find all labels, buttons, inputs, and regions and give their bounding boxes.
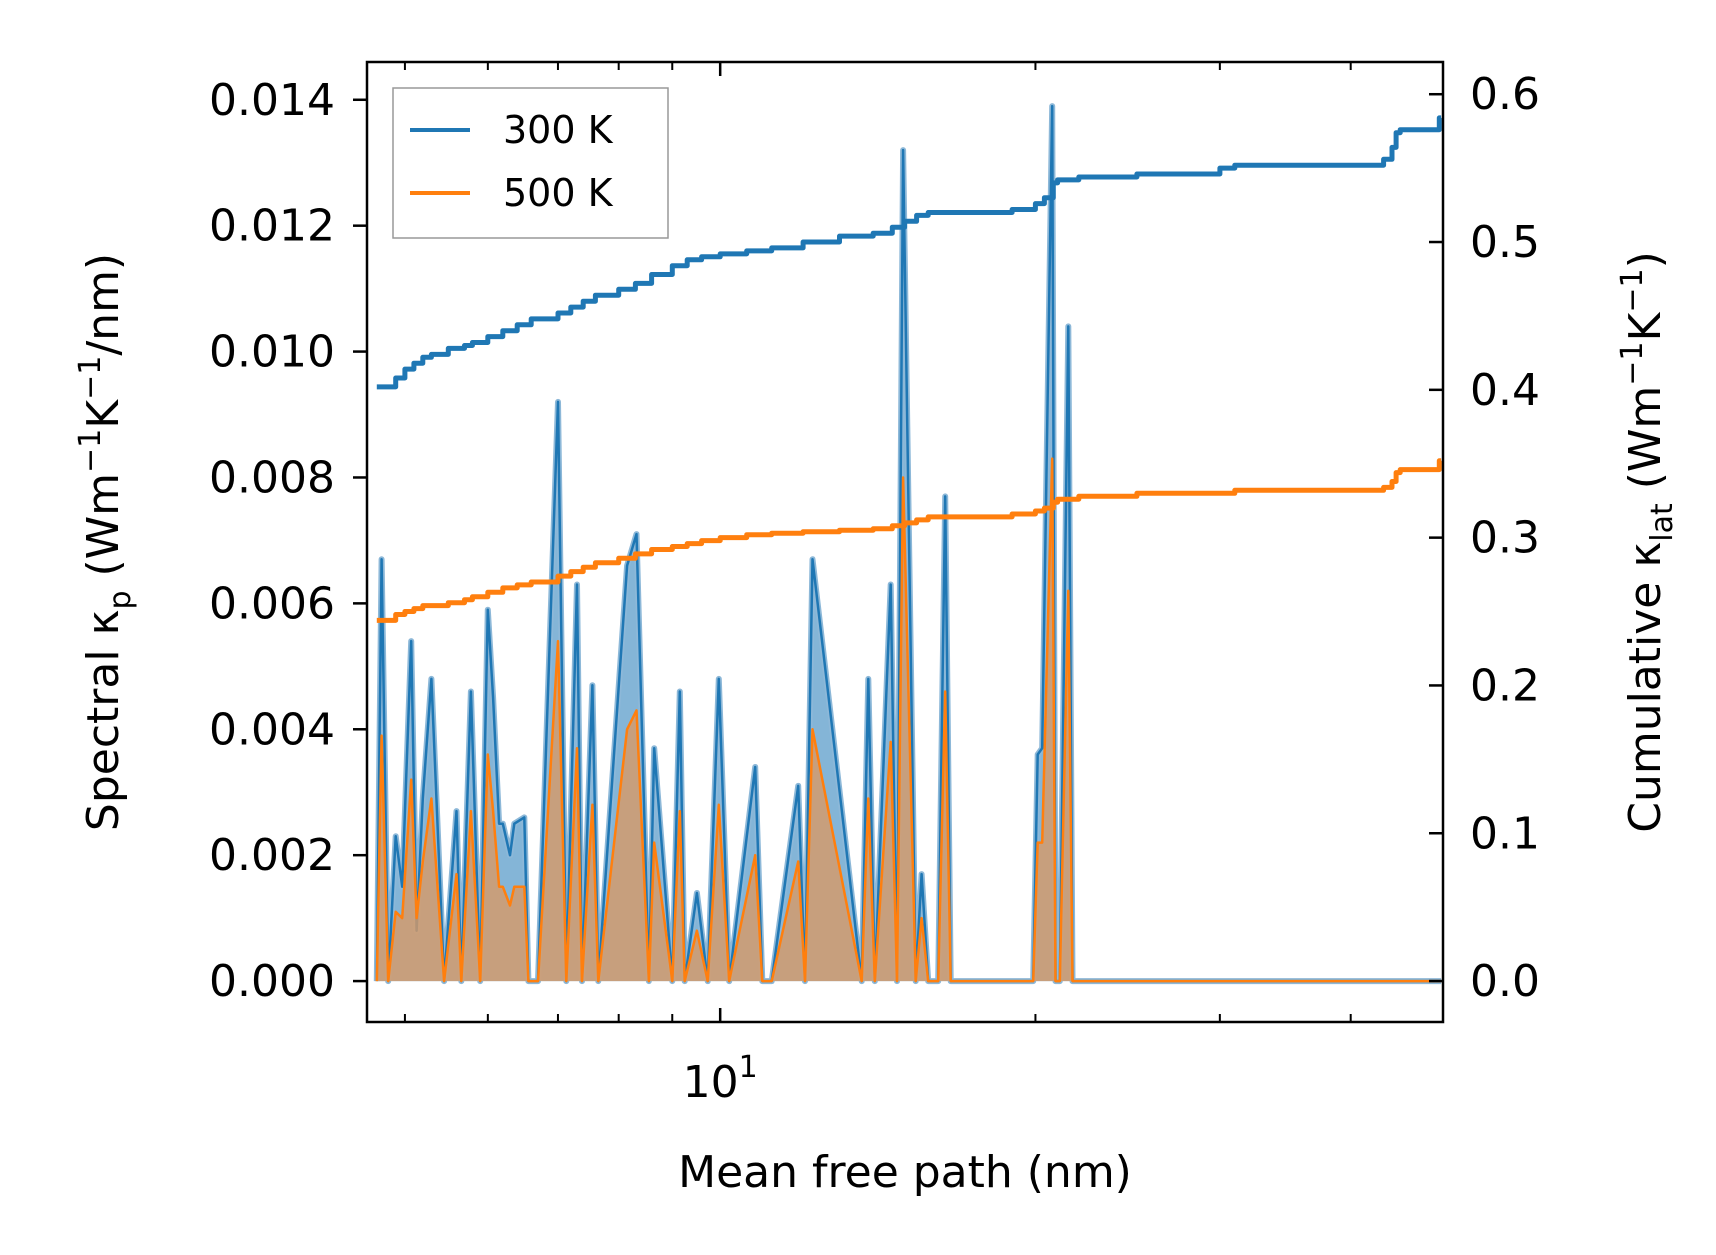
y-right-tick-label: 0.1 xyxy=(1470,808,1540,859)
y-right-title-sup-b: −1 xyxy=(1615,268,1650,312)
y-right-title-unit-a: (Wm xyxy=(1620,386,1671,504)
y-left-title-sup-a: −1 xyxy=(73,429,108,473)
y-right-tick-label: 0.3 xyxy=(1470,513,1540,564)
tick-layer xyxy=(353,62,1443,1022)
y-left-title-sup-b: −1 xyxy=(73,356,108,400)
y-right-title-unit-c: ) xyxy=(1620,251,1671,268)
y-left-tick-label: 0.010 xyxy=(209,327,335,378)
series-line-layer xyxy=(376,115,1442,623)
y-left-tick-label: 0.012 xyxy=(209,201,335,252)
y-left-title-unit-a: (Wm xyxy=(78,473,129,591)
y-left-tick-label: 0.004 xyxy=(209,704,335,755)
x-tick-label-base: 10 xyxy=(683,1057,739,1108)
y-left-tick-label: 0.008 xyxy=(209,452,335,503)
legend-label-500k: 500 K xyxy=(503,171,614,215)
tick-label-layer: 0.0000.0020.0040.0060.0080.0100.0120.014… xyxy=(209,69,1540,1108)
cumulative-line-300k xyxy=(376,115,1442,390)
y-right-tick-label: 0.2 xyxy=(1470,660,1540,711)
y-left-title-main: Spectral κ xyxy=(78,610,129,832)
y-left-tick-label: 0.002 xyxy=(209,830,335,881)
x-tick-label: 101 xyxy=(683,1050,758,1108)
plot-area-frame xyxy=(365,60,1445,1024)
y-right-title-unit-b: K xyxy=(1620,311,1671,341)
y-left-title-subscript: p xyxy=(103,590,138,609)
y-right-title-main: Cumulative κ xyxy=(1620,542,1671,833)
y-left-title-unit-c: /nm) xyxy=(78,253,129,356)
x-axis-title: Mean free path (nm) xyxy=(678,1147,1132,1198)
y-right-tick-label: 0.6 xyxy=(1470,69,1540,120)
y-left-tick-label: 0.014 xyxy=(209,75,335,126)
y-right-tick-label: 0.5 xyxy=(1470,217,1540,268)
y-left-tick-label: 0.000 xyxy=(209,956,335,1007)
y-right-tick-label: 0.4 xyxy=(1470,365,1540,416)
y-left-tick-label: 0.006 xyxy=(209,578,335,629)
y-left-axis-title: Spectral κp (Wm−1K−1/nm) xyxy=(73,253,138,831)
spectral-line-500k xyxy=(375,457,1442,983)
y-right-title-subscript: lat xyxy=(1645,503,1680,542)
x-tick-label-exponent: 1 xyxy=(739,1050,758,1085)
spectral-fill-layer xyxy=(373,103,1443,985)
legend: 300 K 500 K xyxy=(392,87,669,239)
y-left-title-unit-b: K xyxy=(78,399,129,429)
y-right-axis-title: Cumulative κlat (Wm−1K−1) xyxy=(1615,251,1680,833)
legend-label-300k: 300 K xyxy=(503,108,614,152)
y-right-tick-label: 0.0 xyxy=(1470,956,1540,1007)
legend-box xyxy=(392,87,669,239)
y-right-title-sup-a: −1 xyxy=(1615,341,1650,385)
cumulative-line-500k xyxy=(376,458,1442,623)
